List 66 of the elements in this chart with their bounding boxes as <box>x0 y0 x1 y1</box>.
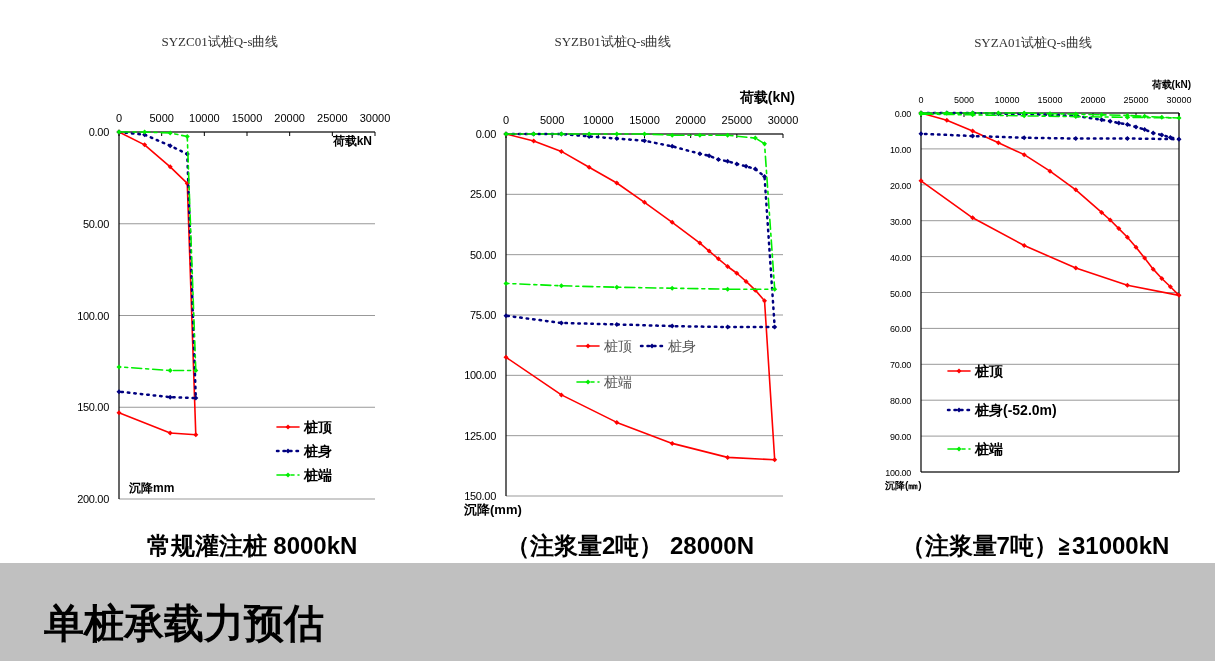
legend-label: 桩顶 <box>303 419 333 435</box>
x-tick-label: 15000 <box>231 112 263 124</box>
y-tick-label: 0.00 <box>894 109 912 119</box>
x-tick-label: 0 <box>918 95 924 105</box>
chart-title: SYZC01试桩Q-s曲线 <box>161 34 279 49</box>
x-tick-label: 25000 <box>1123 95 1149 105</box>
x-tick-label: 25000 <box>721 114 753 126</box>
x-axis-title: 荷载kN <box>331 134 372 148</box>
y-tick-label: 80.00 <box>889 396 912 407</box>
y-tick-label: 10.00 <box>889 144 912 155</box>
y-axis-title: 沉降(㎜) <box>884 480 922 491</box>
y-tick-label: 60.00 <box>889 324 912 335</box>
legend-label: 桩端 <box>303 467 332 483</box>
x-tick-label: 20000 <box>675 114 706 126</box>
text: 常规灌注桩 8000kN <box>146 532 358 559</box>
y-tick-label: 125.00 <box>464 429 497 442</box>
legend-label: 桩顶 <box>974 363 1004 379</box>
x-tick-label: 15000 <box>629 114 660 126</box>
legend-label: 桩端 <box>603 374 632 390</box>
x-tick-label: 10000 <box>994 95 1020 105</box>
legend-label: 桩顶 <box>603 338 632 354</box>
text: 单桩承载力预估 <box>43 601 324 645</box>
y-tick-label: 25.00 <box>469 188 497 201</box>
x-tick-label: 5000 <box>149 112 174 124</box>
x-tick-label: 30000 <box>767 114 799 126</box>
y-tick-label: 100.00 <box>464 369 497 382</box>
y-tick-label: 200.00 <box>77 493 110 505</box>
chart-title: SYZB01试桩Q-s曲线 <box>554 34 672 49</box>
x-tick-label: 0 <box>115 112 123 124</box>
y-tick-label: 50.00 <box>469 248 497 261</box>
y-tick-label: 100.00 <box>885 468 912 478</box>
x-tick-label: 10000 <box>189 112 220 124</box>
x-axis-title: 荷载(kN) <box>738 89 795 105</box>
legend-label: 桩端 <box>974 441 1003 457</box>
y-tick-label: 50.00 <box>889 288 912 299</box>
y-tick-label: 100.00 <box>77 309 110 322</box>
legend-label: 桩身 <box>303 443 332 459</box>
y-tick-label: 150.00 <box>77 401 110 414</box>
x-tick-label: 30000 <box>359 112 391 124</box>
y-tick-label: 75.00 <box>469 309 497 321</box>
text: （注浆量7吨）≧31000kN <box>900 532 1170 559</box>
x-tick-label: 0 <box>502 114 510 126</box>
y-tick-label: 90.00 <box>889 432 912 443</box>
text: （注浆量2吨） 28000N <box>505 532 755 559</box>
y-tick-label: 0.00 <box>88 126 110 138</box>
y-tick-label: 30.00 <box>889 216 912 227</box>
x-tick-label: 5000 <box>539 114 565 126</box>
legend-label: 桩身(-52.0m) <box>974 402 1057 418</box>
y-tick-label: 40.00 <box>889 252 912 263</box>
y-tick-label: 20.00 <box>889 180 912 191</box>
y-tick-label: 0.00 <box>475 128 497 140</box>
x-tick-label: 25000 <box>317 112 348 124</box>
x-tick-label: 15000 <box>1037 95 1063 105</box>
x-tick-label: 5000 <box>953 95 975 105</box>
x-tick-label: 10000 <box>583 114 614 126</box>
y-tick-label: 150.00 <box>464 490 497 502</box>
x-tick-label: 20000 <box>1080 95 1106 105</box>
x-tick-label: 30000 <box>1166 95 1192 105</box>
x-axis-title: 荷载(kN) <box>1150 79 1191 90</box>
y-tick-label: 50.00 <box>82 217 110 230</box>
chart-title: SYZA01试桩Q-s曲线 <box>974 35 1092 50</box>
y-axis-title: 沉降mm <box>128 481 175 495</box>
y-axis-title: 沉降(mm) <box>463 502 522 517</box>
y-tick-label: 70.00 <box>889 360 912 371</box>
legend-label: 桩身 <box>667 338 696 354</box>
x-tick-label: 20000 <box>274 112 305 124</box>
